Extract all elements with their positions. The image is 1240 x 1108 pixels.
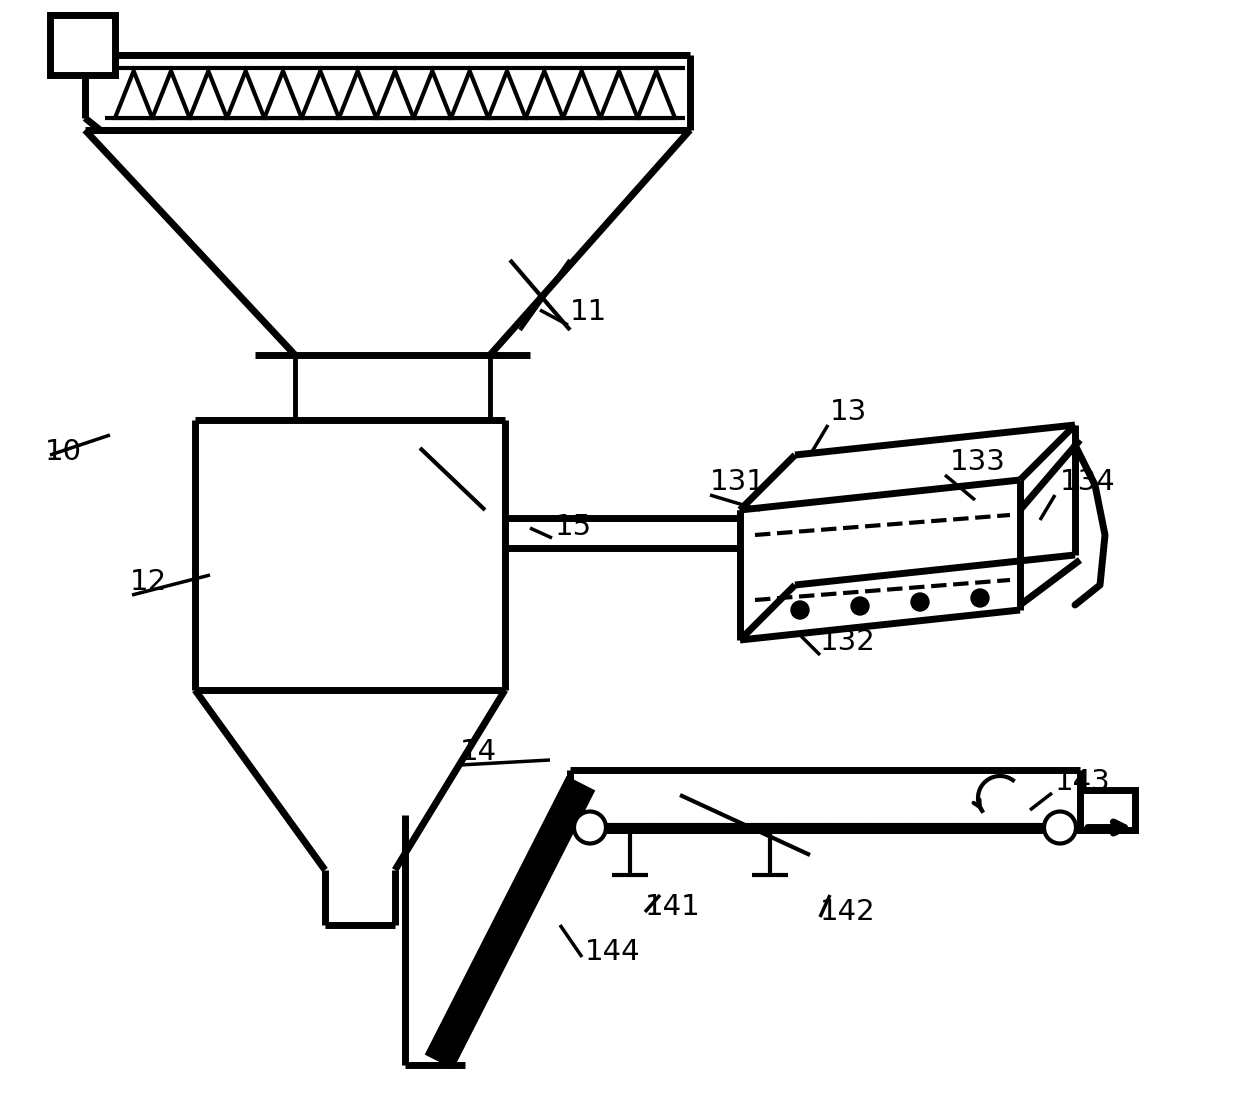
Polygon shape xyxy=(718,825,761,828)
Circle shape xyxy=(851,597,869,615)
Polygon shape xyxy=(153,71,190,117)
Polygon shape xyxy=(190,71,227,117)
Bar xyxy=(50,16,115,75)
Text: 132: 132 xyxy=(820,628,875,656)
Polygon shape xyxy=(414,71,451,117)
Polygon shape xyxy=(428,779,593,1066)
Polygon shape xyxy=(632,825,676,828)
Polygon shape xyxy=(931,825,975,828)
Text: 143: 143 xyxy=(1055,768,1111,796)
Text: 131: 131 xyxy=(711,468,766,496)
Polygon shape xyxy=(264,71,301,117)
Polygon shape xyxy=(676,825,718,828)
Polygon shape xyxy=(376,71,414,117)
Polygon shape xyxy=(489,71,526,117)
Circle shape xyxy=(971,589,990,607)
Polygon shape xyxy=(1017,825,1060,828)
Text: 13: 13 xyxy=(830,398,867,425)
Circle shape xyxy=(574,811,606,843)
Polygon shape xyxy=(590,825,632,828)
Polygon shape xyxy=(301,71,339,117)
Polygon shape xyxy=(804,825,847,828)
Circle shape xyxy=(1044,811,1076,843)
Circle shape xyxy=(791,601,808,619)
Text: 141: 141 xyxy=(645,893,701,921)
Text: 12: 12 xyxy=(130,568,167,596)
Bar xyxy=(1080,790,1135,830)
Polygon shape xyxy=(600,71,637,117)
Text: 133: 133 xyxy=(950,448,1006,476)
Polygon shape xyxy=(339,71,376,117)
Text: 144: 144 xyxy=(585,938,641,966)
Polygon shape xyxy=(563,71,600,117)
Text: 11: 11 xyxy=(570,298,608,326)
Text: 10: 10 xyxy=(45,438,82,466)
Polygon shape xyxy=(889,825,931,828)
Circle shape xyxy=(911,593,929,611)
Polygon shape xyxy=(975,825,1017,828)
Polygon shape xyxy=(761,825,804,828)
Polygon shape xyxy=(227,71,264,117)
Text: 134: 134 xyxy=(1060,468,1116,496)
Polygon shape xyxy=(451,71,489,117)
Polygon shape xyxy=(115,71,153,117)
Text: 15: 15 xyxy=(556,513,593,541)
Text: 142: 142 xyxy=(820,897,875,926)
Text: 14: 14 xyxy=(460,738,497,766)
Polygon shape xyxy=(526,71,563,117)
Polygon shape xyxy=(847,825,889,828)
Polygon shape xyxy=(637,71,675,117)
